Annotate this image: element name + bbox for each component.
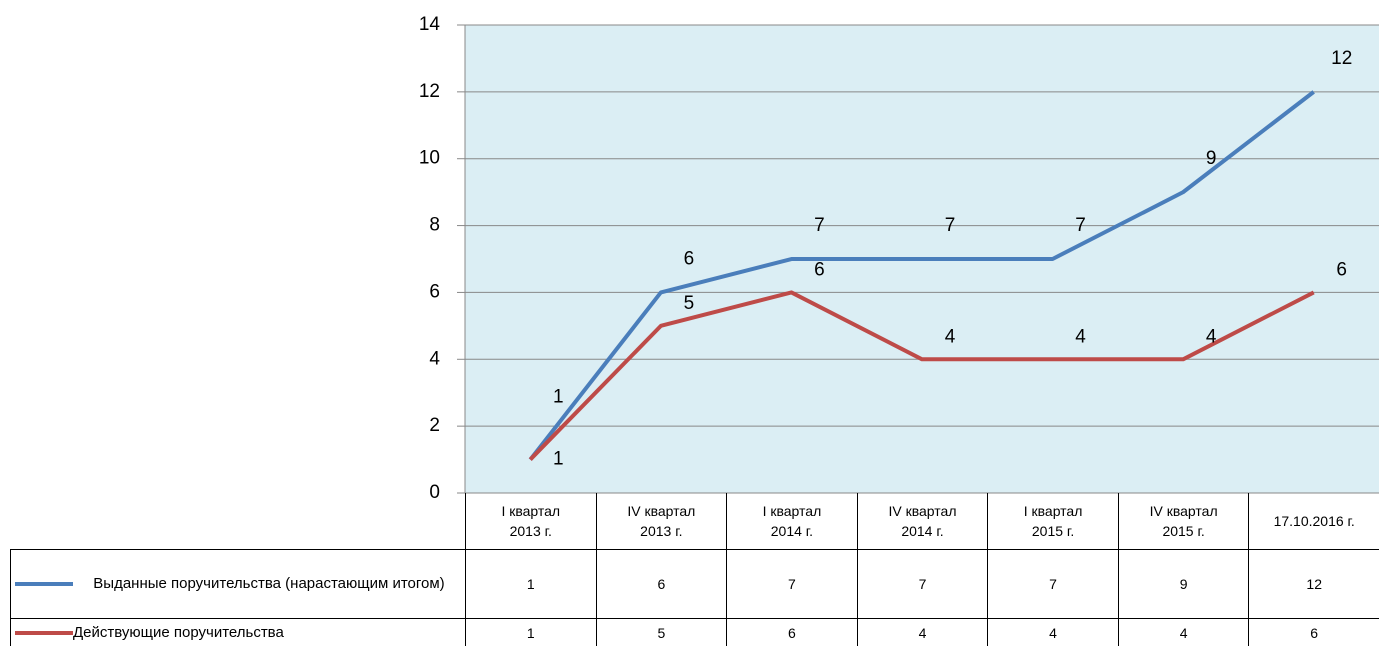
legend-cell: Выданные поручительства (нарастающим ито…: [10, 550, 465, 619]
table-value: 7: [726, 550, 857, 619]
x-tick-label: IV квартал 2015 г.: [1117, 493, 1249, 550]
table-value: 6: [595, 550, 727, 619]
table-value-text: 1: [526, 576, 535, 592]
data-label: 9: [1206, 148, 1217, 169]
table-value-text: 6: [657, 576, 666, 592]
table-value-text: 7: [1049, 576, 1057, 592]
table-value-text: 4: [1049, 624, 1057, 641]
x-tick-label: I квартал 2013 г.: [465, 493, 596, 550]
y-tick-label: 8: [429, 215, 440, 236]
table-value: 1: [465, 550, 596, 619]
legend-label: Действующие поручительства: [73, 623, 284, 641]
data-label: 7: [1075, 215, 1086, 236]
data-label: 4: [1206, 326, 1217, 347]
data-label: 6: [684, 248, 695, 269]
table-value-text: 7: [918, 576, 927, 592]
x-tick-label-text: IV квартал 2015 г.: [1149, 503, 1218, 539]
legend-key: [15, 630, 73, 635]
data-label: 4: [945, 326, 956, 347]
table-value-text: 5: [657, 624, 666, 641]
table-value: 6: [1248, 619, 1379, 646]
table-value-text: 9: [1179, 576, 1188, 592]
x-tick-label: IV квартал 2014 г.: [856, 493, 988, 550]
table-value-text: 7: [788, 576, 796, 592]
legend-cell: Действующие поручительства: [10, 619, 465, 646]
series-line: [528, 90, 1315, 461]
y-tick-label: 10: [419, 148, 440, 169]
table-value-text: 1: [526, 624, 535, 641]
y-tick-label: 4: [429, 348, 440, 369]
table-value: 4: [1117, 619, 1249, 646]
table-value-text: 4: [1179, 624, 1188, 641]
data-label: 4: [1075, 326, 1086, 347]
y-tick-label: 6: [429, 281, 440, 302]
series-line: [528, 290, 1315, 461]
table-value: 5: [595, 619, 727, 646]
table-value-text: 6: [788, 624, 796, 641]
data-label: 6: [814, 259, 825, 280]
legend-label: Выданные поручительства (нарастающим ито…: [93, 575, 445, 592]
table-value-text: 12: [1306, 576, 1322, 592]
table-value: 12: [1248, 550, 1379, 619]
data-label: 1: [553, 387, 564, 408]
y-tick-label: 0: [429, 482, 440, 503]
y-tick-label: 14: [419, 14, 441, 35]
table-value: 4: [856, 619, 988, 646]
x-tick-label-text: IV квартал 2013 г.: [627, 503, 696, 539]
table-value-text: 4: [918, 624, 927, 641]
table-value-text: 6: [1310, 624, 1319, 641]
table-value: 7: [856, 550, 988, 619]
x-tick-label: I квартал 2015 г.: [987, 493, 1118, 550]
data-label: 1: [553, 449, 564, 470]
data-label: 12: [1331, 48, 1352, 69]
x-tick-label: 17.10.2016 г.: [1248, 493, 1379, 550]
x-tick-label-text: IV квартал 2014 г.: [888, 503, 957, 539]
table-value: 7: [987, 550, 1118, 619]
y-tick-label: 2: [429, 415, 440, 436]
table-value: 1: [465, 619, 596, 646]
table-value: 9: [1117, 550, 1249, 619]
y-tick-label: 12: [419, 81, 440, 102]
x-tick-label-text: 17.10.2016 г.: [1273, 513, 1355, 529]
x-tick-label-text: I квартал 2013 г.: [501, 503, 561, 539]
data-label: 7: [814, 215, 825, 236]
x-tick-label-text: I квартал 2015 г.: [1023, 503, 1083, 539]
x-tick-label: I квартал 2014 г.: [726, 493, 857, 550]
table-top-border: [10, 549, 465, 550]
data-label: 5: [684, 293, 695, 314]
table-value: 6: [726, 619, 857, 646]
table-value: 4: [987, 619, 1118, 646]
x-tick-label-text: I квартал 2014 г.: [762, 503, 822, 539]
data-label: 6: [1336, 259, 1347, 280]
x-tick-label: IV квартал 2013 г.: [595, 493, 727, 550]
data-label: 7: [945, 215, 956, 236]
legend-key: [15, 582, 73, 586]
